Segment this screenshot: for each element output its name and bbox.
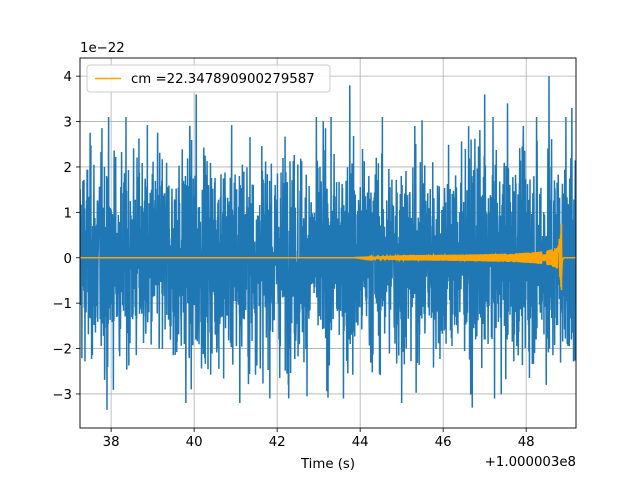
y-tick-label: 4 [64, 70, 72, 85]
x-offset-label: +1.000003e8 [485, 455, 576, 470]
y-tick-label: 1 [64, 206, 72, 221]
y-tick-label: −3 [52, 388, 72, 403]
y-tick-label: 3 [64, 116, 72, 131]
chirp-series [80, 223, 576, 291]
x-tick-label: 42 [269, 435, 286, 450]
legend-label-chirp: cm =22.347890900279587 [131, 72, 315, 87]
x-tick-label: 44 [352, 435, 369, 450]
x-tick-label: 46 [435, 435, 452, 450]
noise-series [80, 76, 576, 410]
noise-line [80, 76, 576, 410]
chirp-line [80, 233, 576, 288]
y-axis-ticks: −3 −2 −1 0 1 2 3 4 [52, 70, 80, 403]
y-tick-label: −1 [52, 297, 72, 312]
x-tick-label: 40 [186, 435, 203, 450]
legend: cm =22.347890900279587 [86, 64, 331, 93]
y-tick-label: 2 [64, 161, 72, 176]
legend-box [86, 64, 331, 93]
y-tick-label: −2 [52, 343, 72, 358]
x-axis-label: Time (s) [300, 457, 355, 472]
x-axis-ticks: 38 40 42 44 46 48 [103, 428, 535, 450]
x-tick-label: 48 [518, 435, 535, 450]
x-tick-label: 38 [103, 435, 120, 450]
y-scale-label: 1e−22 [80, 41, 125, 56]
y-tick-label: 0 [64, 252, 72, 267]
plot-frame [79, 57, 577, 429]
